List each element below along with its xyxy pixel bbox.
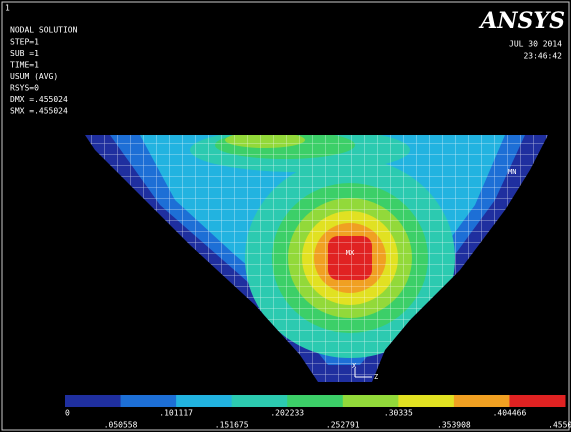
legend-label: .202233 [270,409,304,418]
ansys-window: 1 NODAL SOLUTION STEP=1 SUB =1 TIME=1 USUM … [0,0,571,432]
legend-label: .151675 [215,421,249,430]
legend-swatch [287,395,343,407]
header-line: RSYS=0 [10,84,39,93]
legend-swatch [232,395,288,407]
legend-swatch [454,395,510,407]
header-line: DMX =.455024 [10,95,68,104]
triad-z: Z [374,373,378,381]
legend-label: .353908 [437,421,471,430]
legend-swatch [509,395,565,407]
page: 1 NODAL SOLUTION STEP=1 SUB =1 TIME=1 USUM … [0,0,571,436]
header-line: SMX =.455024 [10,107,68,116]
window-number: 1 [5,4,10,13]
legend-swatch [176,395,232,407]
plot-title: NODAL SOLUTION [10,26,78,35]
legend-label: .050558 [104,421,138,430]
min-marker: MN [508,168,516,176]
legend-label: .101117 [159,409,193,418]
header-line: USUM (AVG) [10,72,58,81]
legend-label: .30335 [384,409,413,418]
legend-swatch [343,395,399,407]
legend-label: 0 [65,409,70,418]
legend-label: .455024 [548,421,571,430]
legend-label: .404466 [493,409,527,418]
legend-label: .252791 [326,421,360,430]
max-marker: MX [346,249,355,257]
legend-swatch [65,395,121,407]
date: JUL 30 2014 [509,40,562,49]
time: 23:46:42 [523,52,562,61]
legend-swatch [121,395,177,407]
header-line: TIME=1 [10,61,39,70]
header-line: SUB =1 [10,49,39,58]
header-line: STEP=1 [10,38,39,47]
logo: ANSYS [478,8,565,34]
legend-swatch [398,395,454,407]
